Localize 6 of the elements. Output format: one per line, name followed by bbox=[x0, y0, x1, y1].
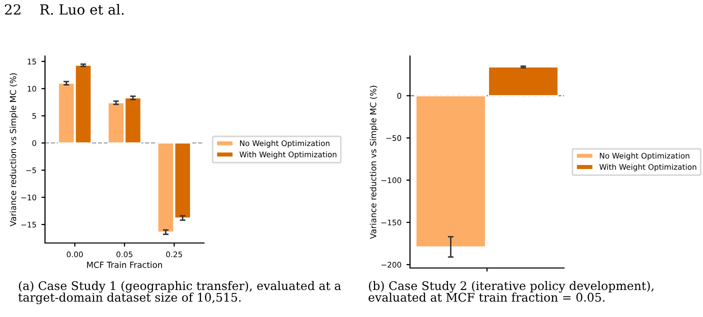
text: (a) Case Study 1 (geographic transfer), evaluated at a target-domain dataset size of 10,515. bbox=[18, 281, 341, 304]
y-axis-title: Variance reduction vs Simple MC (%) bbox=[10, 73, 18, 226]
text: (b) Case Study 2 (iterative policy development), evaluated at MCF train fraction = 0.05. bbox=[368, 281, 654, 302]
text: 22 R. Luo et al. bbox=[4, 4, 124, 15]
x-axis-title: MCF Train Fraction bbox=[87, 262, 162, 268]
y-axis-title: Variance reduction vs Simple MC (%) bbox=[370, 86, 378, 239]
